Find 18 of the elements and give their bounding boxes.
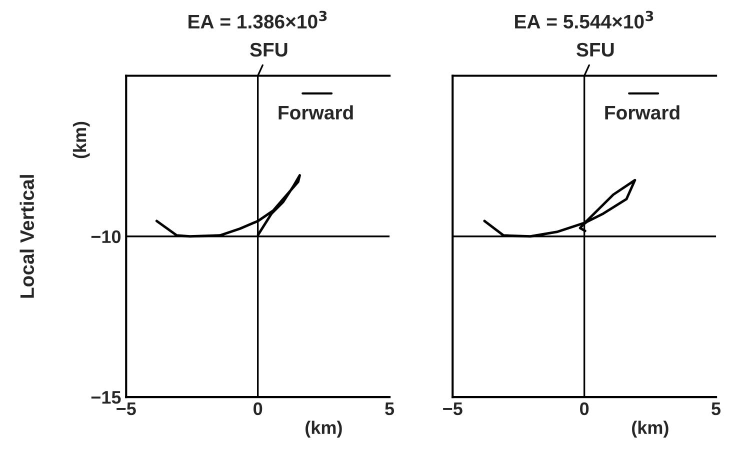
x-tick-label: 0 [254, 402, 262, 416]
y-tick-label: −10 [91, 230, 121, 244]
x-tick-label: 5 [712, 402, 721, 416]
chart-title: EA = 5.544×10$^{3}$ [515, 10, 654, 29]
annotation: SFU [250, 42, 288, 57]
x-axis-title: (km) [632, 420, 668, 438]
chart-title: EA = 1.386×10$^{3}$ [188, 10, 327, 29]
annotation: Forward [605, 105, 680, 120]
x-tick-label: −5 [443, 402, 462, 416]
annotation: Forward [278, 105, 353, 120]
x-tick-label: 0 [580, 402, 589, 416]
y-tick-label: −15 [91, 391, 121, 404]
text: (km) [72, 122, 90, 158]
y-axis-title: Local Vertical [20, 175, 34, 298]
annotation: SFU [576, 42, 614, 57]
x-axis-title: (km) [306, 420, 342, 438]
x-tick-label: 5 [385, 402, 394, 416]
x-tick-label: −5 [116, 402, 136, 416]
